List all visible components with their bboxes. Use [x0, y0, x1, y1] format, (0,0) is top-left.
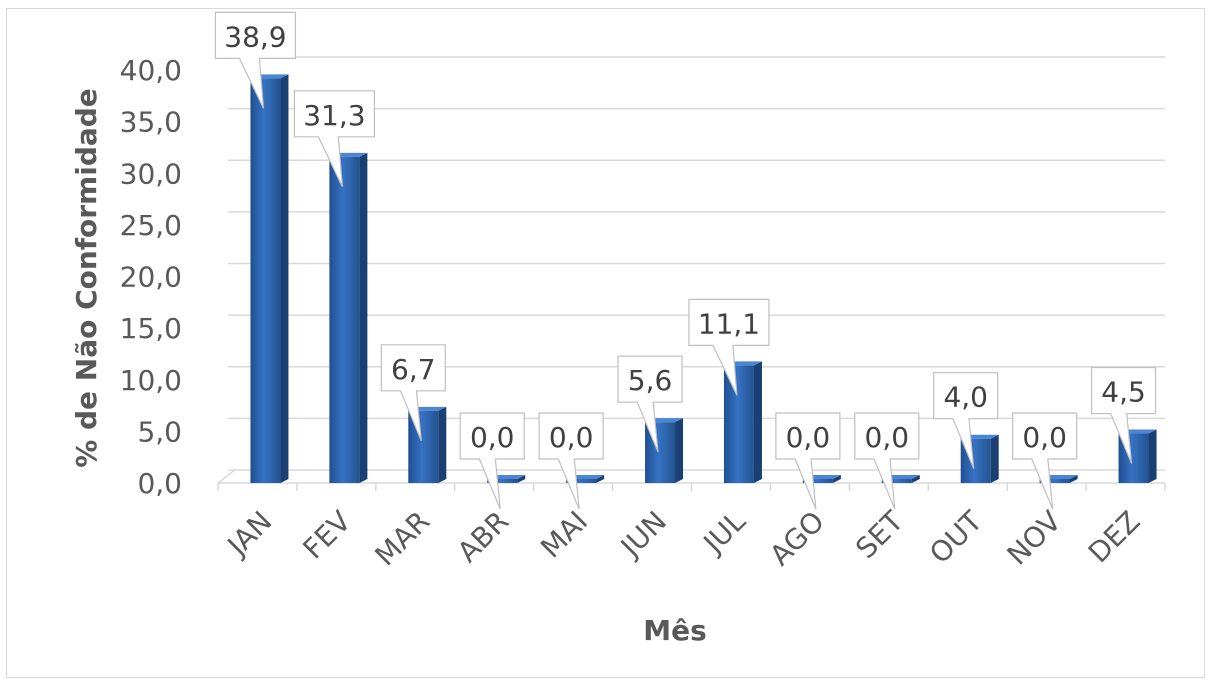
bar — [329, 156, 360, 483]
data-label-callout — [380, 344, 446, 442]
data-label: 4,5 — [1101, 376, 1146, 409]
bar-side — [832, 475, 841, 483]
data-labels: 38,9 31,3 6,7 0,0 0,0 5,6 11,1 0,0 0,0 4,0 0,0 4,5 — [224, 20, 1146, 454]
bar — [723, 365, 754, 483]
y-tick-label: 15,0 — [120, 312, 182, 345]
x-tick-labels: JAN FEV MAR ABR MAI JUN JUL AGO SET OUT NOV DEZ — [220, 504, 1147, 572]
x-tick-label: JUL — [696, 504, 752, 560]
bar-side — [1148, 429, 1157, 483]
data-label: 0,0 — [549, 421, 594, 454]
bar-side — [517, 475, 526, 483]
data-label-callout — [617, 355, 683, 453]
bars — [214, 11, 1157, 510]
x-tick-label: MAI — [534, 505, 594, 565]
data-label: 11,1 — [698, 307, 760, 340]
x-tick-label: OUT — [923, 504, 989, 570]
bar — [487, 479, 518, 483]
data-label: 5,6 — [628, 364, 673, 397]
gridlines — [217, 56, 1166, 491]
data-label-callout — [1012, 412, 1078, 510]
data-label-callout — [933, 372, 999, 469]
chart-frame — [6, 8, 1205, 678]
data-label: 31,3 — [303, 99, 365, 132]
x-tick-label: JUN — [613, 505, 673, 565]
bar-side — [675, 418, 684, 483]
y-tick-label: 25,0 — [120, 209, 182, 242]
data-label: 38,9 — [224, 20, 286, 53]
data-label-callout — [538, 412, 604, 510]
data-label-callout — [688, 298, 770, 396]
data-label: 0,0 — [786, 421, 831, 454]
data-label-callout — [293, 90, 375, 188]
data-label-callout — [1090, 366, 1157, 464]
x-tick-label: SET — [849, 504, 910, 565]
bar — [802, 479, 833, 483]
x-axis-title: Mês — [643, 614, 707, 647]
y-tick-label: 40,0 — [120, 54, 182, 87]
x-tick-label: DEZ — [1082, 505, 1147, 570]
bar-side — [596, 475, 605, 483]
data-label: 4,0 — [943, 381, 988, 414]
y-tick-label: 10,0 — [120, 364, 182, 397]
y-tick-labels: 0,0 5,0 10,0 15,0 20,0 25,0 30,0 35,0 40,0 — [120, 54, 182, 500]
data-label-callout — [775, 412, 841, 510]
data-label-callout — [854, 412, 920, 510]
bar-side — [359, 152, 368, 483]
data-label: 6,7 — [391, 353, 436, 386]
data-label-callout — [214, 11, 297, 109]
bar — [1039, 479, 1070, 483]
y-tick-label: 0,0 — [137, 467, 182, 500]
y-tick-label: 35,0 — [120, 106, 182, 139]
floor-edge — [217, 468, 237, 484]
bar — [250, 78, 281, 484]
bar-side — [438, 406, 447, 483]
data-label-callout — [459, 412, 525, 510]
x-tick-label: MAR — [369, 505, 437, 573]
y-tick-label: 5,0 — [137, 415, 182, 448]
x-tick-label: NOV — [1001, 505, 1068, 572]
y-tick-label: 20,0 — [120, 261, 182, 294]
data-label: 0,0 — [1022, 421, 1067, 454]
bar-side — [990, 434, 999, 483]
bar-side — [1069, 475, 1078, 483]
x-tick-label: ABR — [451, 505, 515, 569]
y-tick-label: 30,0 — [120, 157, 182, 190]
bar-side — [280, 74, 289, 484]
bar-side — [911, 475, 920, 483]
x-tick-label: FEV — [297, 505, 358, 566]
x-tick-label: AGO — [763, 505, 830, 572]
data-label: 0,0 — [865, 421, 910, 454]
data-label: 0,0 — [470, 421, 515, 454]
bar — [566, 479, 597, 483]
y-axis-title: % de Não Conformidade — [70, 88, 103, 468]
bar — [881, 479, 912, 483]
x-tick-label: JAN — [220, 505, 279, 564]
bar-side — [753, 361, 762, 483]
